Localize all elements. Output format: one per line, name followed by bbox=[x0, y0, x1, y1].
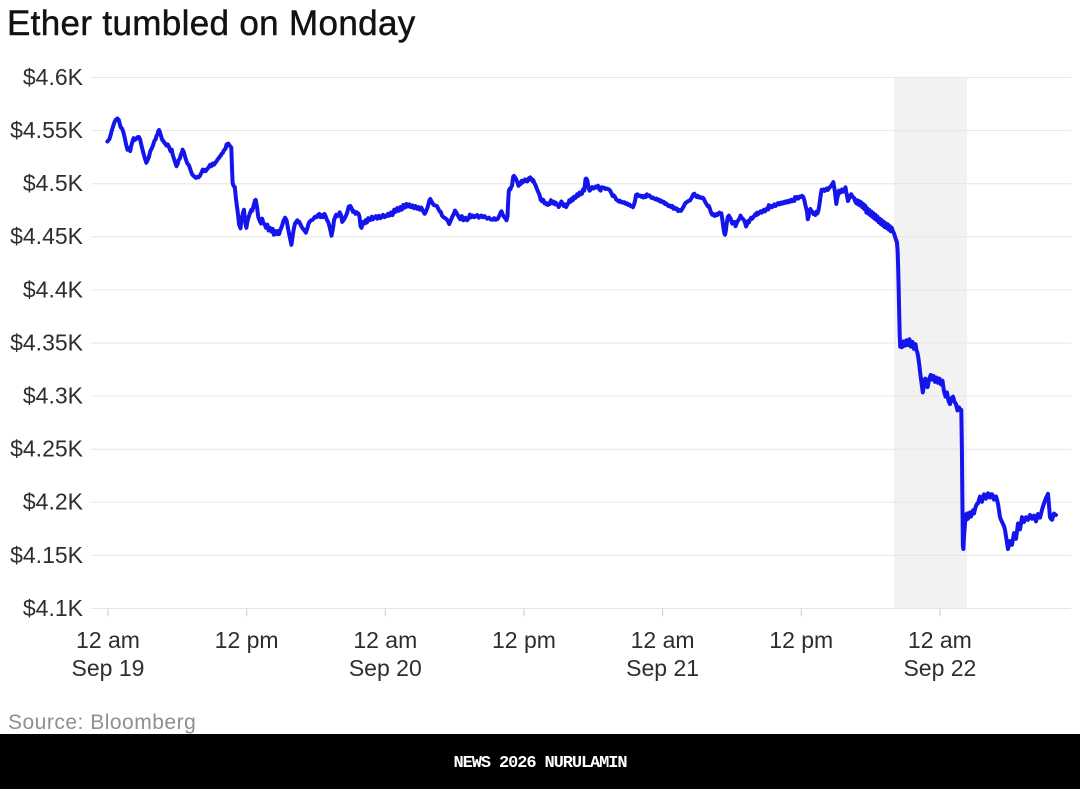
svg-text:12 am: 12 am bbox=[908, 627, 972, 653]
svg-text:Sep 22: Sep 22 bbox=[903, 655, 976, 681]
svg-text:$4.35K: $4.35K bbox=[10, 329, 84, 355]
svg-text:Sep 19: Sep 19 bbox=[72, 655, 145, 681]
svg-text:$4.15K: $4.15K bbox=[10, 542, 84, 568]
svg-text:12 am: 12 am bbox=[631, 627, 695, 653]
svg-text:$4.3K: $4.3K bbox=[23, 383, 84, 409]
svg-text:$4.1K: $4.1K bbox=[23, 595, 84, 621]
svg-text:$4.55K: $4.55K bbox=[10, 117, 84, 143]
svg-text:$4.2K: $4.2K bbox=[23, 489, 84, 515]
svg-text:12 am: 12 am bbox=[353, 627, 417, 653]
svg-text:$4.25K: $4.25K bbox=[10, 436, 84, 462]
svg-text:12 pm: 12 pm bbox=[215, 627, 279, 653]
svg-text:$4.6K: $4.6K bbox=[23, 64, 84, 90]
svg-text:Sep 20: Sep 20 bbox=[349, 655, 422, 681]
svg-text:$4.5K: $4.5K bbox=[23, 170, 84, 196]
svg-text:$4.4K: $4.4K bbox=[23, 276, 84, 302]
svg-text:12 am: 12 am bbox=[76, 627, 140, 653]
svg-text:12 pm: 12 pm bbox=[769, 627, 833, 653]
svg-text:$4.45K: $4.45K bbox=[10, 223, 84, 249]
svg-text:Sep 21: Sep 21 bbox=[626, 655, 699, 681]
svg-text:12 pm: 12 pm bbox=[492, 627, 556, 653]
